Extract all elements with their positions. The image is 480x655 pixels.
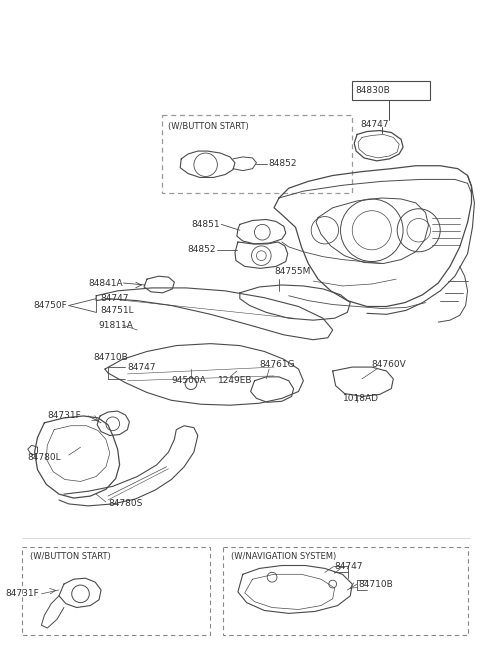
- Bar: [162, 115, 352, 193]
- Text: 84747: 84747: [100, 294, 129, 303]
- Text: 84710B: 84710B: [93, 353, 128, 362]
- Text: 1018AD: 1018AD: [342, 394, 378, 403]
- Text: (W/BUTTON START): (W/BUTTON START): [30, 552, 110, 561]
- Text: 84710B: 84710B: [358, 580, 393, 589]
- Text: 84731F: 84731F: [48, 411, 81, 421]
- Bar: [352, 81, 431, 100]
- Text: 91811A: 91811A: [98, 320, 133, 329]
- Text: 84830B: 84830B: [355, 86, 390, 95]
- Text: 84750F: 84750F: [33, 301, 67, 310]
- Text: 84755M: 84755M: [274, 267, 311, 276]
- Text: 84760V: 84760V: [372, 360, 407, 369]
- Text: 84761G: 84761G: [259, 360, 295, 369]
- Text: 84852: 84852: [187, 245, 216, 254]
- Text: 84731F: 84731F: [6, 590, 39, 599]
- Text: 1249EB: 1249EB: [218, 376, 253, 385]
- Bar: [223, 547, 468, 635]
- Text: 84780S: 84780S: [108, 499, 142, 508]
- Text: 84780L: 84780L: [28, 453, 61, 462]
- Text: 84747: 84747: [360, 120, 389, 129]
- Bar: [22, 547, 210, 635]
- Text: 84841A: 84841A: [88, 278, 122, 288]
- Text: 84852: 84852: [268, 159, 297, 168]
- Text: 84747: 84747: [127, 363, 156, 371]
- Text: 84851: 84851: [192, 220, 220, 229]
- Text: (W/BUTTON START): (W/BUTTON START): [168, 122, 249, 131]
- Text: 94500A: 94500A: [171, 376, 206, 385]
- Text: 84747: 84747: [335, 562, 363, 571]
- Text: (W/NAVIGATION SYSTEM): (W/NAVIGATION SYSTEM): [231, 552, 336, 561]
- Text: 84751L: 84751L: [100, 306, 134, 315]
